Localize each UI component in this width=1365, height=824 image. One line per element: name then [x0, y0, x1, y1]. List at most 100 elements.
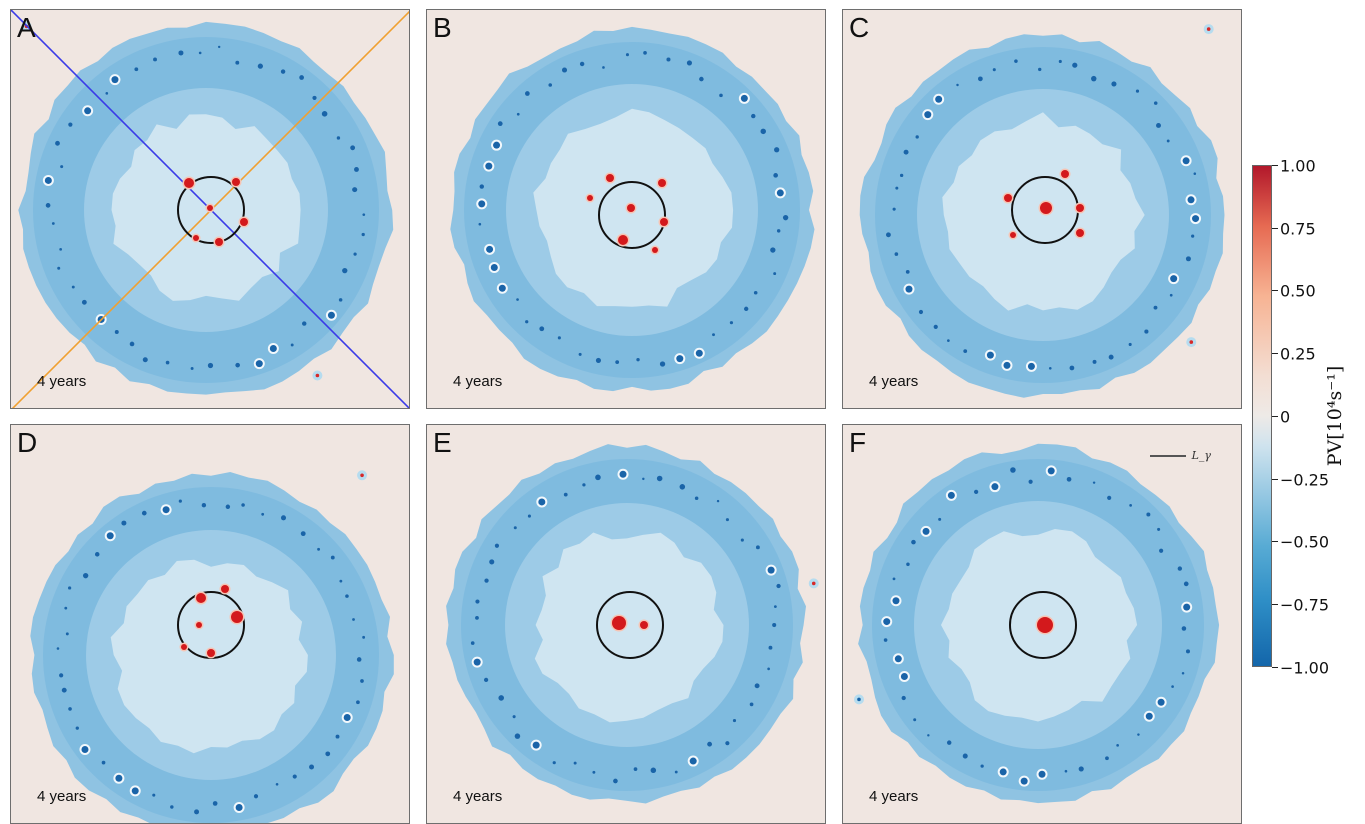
vortex-dot — [986, 351, 994, 359]
vortex-dot — [335, 734, 340, 739]
vortex-dot — [557, 336, 561, 340]
vortex-dot — [1187, 196, 1195, 204]
time-label: 4 years — [869, 788, 919, 805]
core-vortex — [660, 218, 668, 226]
time-label: 4 years — [453, 788, 503, 805]
vortex-dot — [578, 352, 582, 356]
vortex-dot — [152, 793, 156, 797]
vortex-dot — [1107, 495, 1112, 500]
core-vortex — [627, 204, 635, 212]
vortex-dot — [900, 673, 908, 681]
vortex-dot — [725, 741, 730, 746]
vortex-dot — [999, 768, 1007, 776]
vortex-dot — [292, 774, 297, 779]
vortex-dot — [321, 111, 328, 117]
vortex-dot — [1192, 215, 1200, 223]
vortex-dot — [1128, 342, 1132, 347]
vortex-dot — [475, 599, 480, 604]
vortex-dot — [1156, 123, 1161, 128]
panel-a: A 4 years — [10, 9, 410, 409]
colorbar-tick — [1272, 667, 1278, 668]
vortex-dot — [901, 695, 906, 701]
vortex-dot — [1020, 777, 1028, 785]
vortex-dot — [1166, 139, 1170, 143]
vortex-dot — [64, 606, 68, 610]
vortex-dot — [217, 45, 221, 49]
vortex-dot — [75, 726, 79, 730]
vortex-dot — [532, 741, 540, 749]
vortex-dot — [207, 362, 214, 369]
vortex-dot — [300, 531, 306, 537]
vortex-dot — [935, 95, 943, 103]
vortex-dot — [1153, 101, 1158, 105]
vortex-dot — [782, 214, 789, 221]
vortex-dot — [178, 50, 184, 56]
reference-circle — [598, 181, 666, 249]
vortex-dot — [974, 489, 979, 494]
vortex-dot — [679, 484, 686, 490]
colorbar-tick — [1272, 479, 1278, 480]
vortex-dot — [1105, 756, 1109, 761]
vortex-dot — [674, 770, 678, 774]
vortex-dot — [659, 361, 666, 367]
vortex-dot — [65, 632, 69, 636]
vortex-dot — [524, 91, 530, 96]
vortex-dot — [946, 740, 952, 745]
vortex-dot — [56, 647, 60, 650]
vortex-dot — [356, 657, 362, 662]
core-vortex — [640, 621, 648, 629]
vortex-dot — [360, 679, 364, 683]
vortex-dot — [1069, 365, 1075, 371]
vortex-dot — [751, 113, 756, 119]
core-vortex — [1004, 194, 1012, 202]
reference-circle — [177, 176, 245, 244]
core-vortex — [1010, 232, 1016, 238]
vortex-dot — [478, 200, 486, 208]
vortex-dot — [947, 491, 955, 499]
vortex-dot — [894, 655, 902, 663]
panel-label: E — [433, 427, 452, 458]
time-label: 4 years — [37, 373, 87, 390]
vortex-dot — [538, 498, 546, 506]
vortex-dot — [913, 718, 917, 722]
vortex-dot — [573, 761, 577, 765]
vortex-dot — [68, 122, 73, 127]
vortex-dot — [470, 641, 475, 645]
vortex-dot — [1191, 234, 1195, 238]
vortex-dot — [980, 764, 984, 768]
vortex-dot — [1170, 275, 1178, 283]
vortex-dot — [770, 247, 776, 253]
vortex-dot — [1135, 89, 1140, 93]
core-vortex — [618, 235, 628, 245]
vortex-dot — [1146, 512, 1151, 517]
vortex-dot — [339, 579, 343, 583]
vortex-dot — [356, 700, 360, 705]
vortex-dot — [317, 547, 321, 551]
vortex-dot — [773, 173, 778, 178]
vortex-dot — [716, 499, 720, 503]
vortex-dot — [352, 618, 355, 621]
vortex-dot — [1181, 626, 1187, 631]
vortex-dot — [1193, 172, 1197, 175]
vortex-dot — [94, 552, 100, 557]
vortex-dot — [61, 687, 67, 693]
vortex-dot — [493, 141, 501, 149]
vortex-dot — [255, 360, 263, 368]
vortex-dot — [225, 504, 231, 509]
vortex-dot — [121, 520, 127, 526]
core-vortex — [221, 585, 229, 593]
vortex-dot — [650, 767, 657, 774]
vortex-dot — [82, 572, 89, 579]
vortex-dot — [194, 809, 200, 815]
colorbar-tick-label: 0.25 — [1280, 344, 1316, 364]
vortex-dot — [642, 477, 645, 481]
vortex-dot — [732, 718, 737, 723]
vortex-dot — [595, 474, 601, 481]
vortex-dot — [924, 111, 932, 119]
vortex-dot — [485, 162, 493, 170]
vortex-dot — [962, 753, 968, 759]
core-vortex — [181, 644, 187, 650]
vortex-dot — [486, 245, 494, 253]
vortex-dot — [516, 298, 519, 301]
core-vortex — [1037, 617, 1053, 633]
